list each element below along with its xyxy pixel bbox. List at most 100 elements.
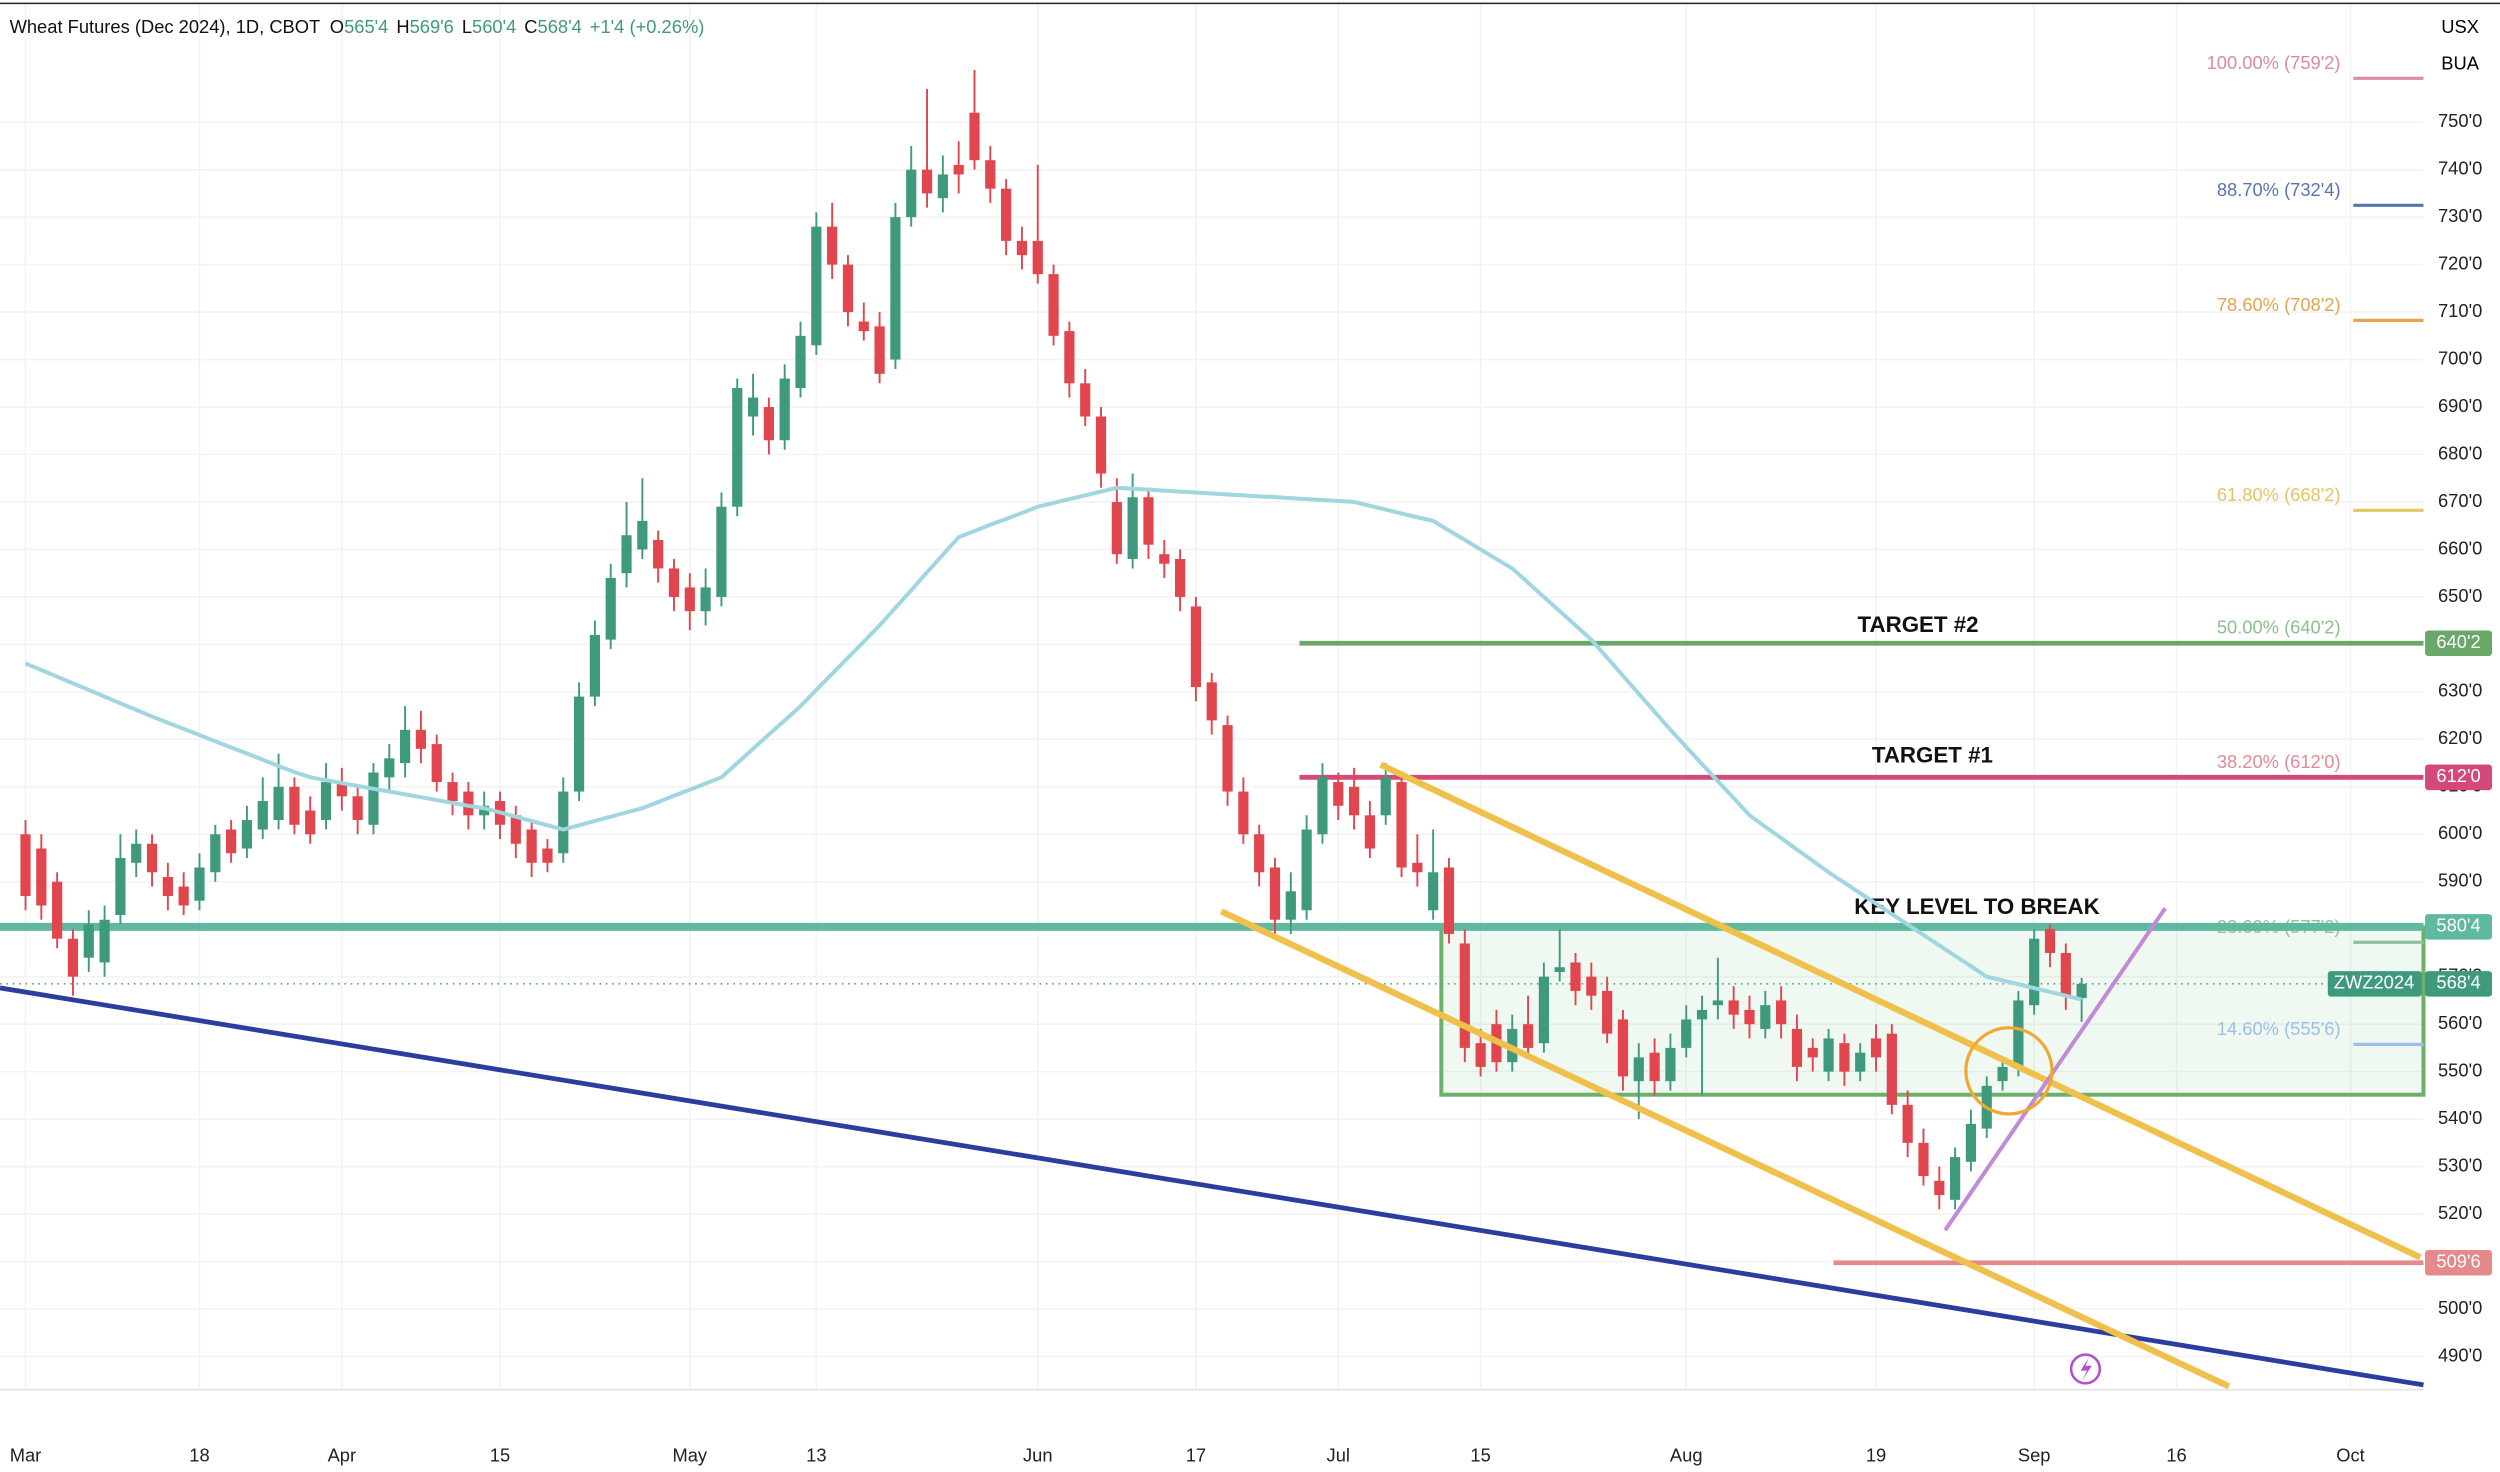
- legend-value: 560'4: [472, 16, 516, 37]
- candle-body: [241, 820, 253, 849]
- channel-upper: [1379, 761, 2422, 1261]
- candle-body: [2044, 929, 2056, 953]
- candles: [20, 69, 2087, 1210]
- y-tick-label: 740'0: [2438, 158, 2482, 179]
- y-tick-label: 620'0: [2438, 727, 2482, 748]
- level-badge: [2425, 630, 2493, 656]
- candle-body: [637, 520, 648, 550]
- x-tick-label: 19: [1866, 1445, 1886, 1466]
- candle-body: [336, 782, 347, 797]
- candle-body: [479, 805, 490, 816]
- header: Wheat Futures (Dec 2024), 1D, CBOT O565'4…: [10, 16, 705, 37]
- candle-body: [526, 829, 537, 863]
- candle-body: [1807, 1047, 1818, 1058]
- candle-body: [1617, 1019, 1629, 1077]
- candle-body: [1712, 1000, 1723, 1006]
- symbol-label: ZWZ2024: [2334, 972, 2414, 993]
- candle-body: [1175, 558, 1186, 597]
- candle-body: [842, 264, 854, 313]
- candle-body: [289, 786, 300, 825]
- candle-body: [1095, 416, 1107, 474]
- candle-body: [937, 174, 948, 199]
- candle-body: [146, 843, 158, 873]
- level-label: 612'0: [2436, 765, 2480, 786]
- y-tick-label: 600'0: [2438, 822, 2482, 843]
- candle-body: [273, 786, 284, 821]
- candle-body: [1776, 1000, 1787, 1025]
- candle-body: [1443, 867, 1455, 934]
- candle-body: [732, 388, 743, 507]
- candle-body: [1950, 1157, 1961, 1200]
- candle-body: [20, 834, 31, 896]
- candle-body: [352, 796, 363, 821]
- legend-key: C: [524, 16, 537, 37]
- candle-body: [1965, 1123, 1977, 1162]
- y-tick-label: 650'0: [2438, 585, 2482, 606]
- candle-body: [1649, 1052, 1660, 1082]
- candle-body: [415, 729, 427, 749]
- candle-body: [2013, 1000, 2024, 1067]
- candle-body: [890, 217, 901, 360]
- annotation: TARGET #1: [1872, 743, 1993, 768]
- x-tick-label: May: [672, 1445, 707, 1466]
- candle-body: [827, 226, 838, 265]
- candle-body: [1886, 1033, 1897, 1105]
- candle-body: [1143, 497, 1154, 545]
- last-label: 568'4: [2436, 972, 2480, 993]
- candle-body: [1001, 188, 1012, 241]
- trend-line: [0, 985, 2424, 1388]
- legend-key: O: [330, 16, 344, 37]
- candle-body: [858, 321, 869, 332]
- candle-body: [510, 815, 521, 844]
- candle-body: [1997, 1066, 2008, 1082]
- candle-body: [1380, 777, 1391, 816]
- y-tick-label: 490'0: [2438, 1344, 2482, 1365]
- x-tick-label: Aug: [1670, 1445, 1703, 1466]
- candle-body: [1285, 891, 1296, 920]
- candle-body: [99, 919, 110, 963]
- candle-body: [1918, 1142, 1929, 1177]
- candle-body: [83, 924, 94, 958]
- x-tick-label: Sep: [2018, 1445, 2051, 1466]
- level-label: 509'6: [2436, 1251, 2480, 1272]
- candle-body: [1317, 777, 1328, 835]
- candle-body: [1364, 815, 1375, 849]
- candle-body: [1396, 782, 1407, 868]
- candle-body: [1333, 782, 1344, 806]
- y-tick-label: 730'0: [2438, 205, 2482, 226]
- currency: USX: [2441, 16, 2479, 37]
- x-tick-label: 16: [2166, 1445, 2186, 1466]
- candle-body: [668, 568, 680, 597]
- y-tick-label: 710'0: [2438, 300, 2482, 321]
- candle-body: [2060, 952, 2071, 996]
- level-badge: [2425, 764, 2493, 791]
- legend-key: H: [396, 16, 409, 37]
- candle-body: [1269, 867, 1281, 920]
- candle-body: [1301, 829, 1312, 911]
- candle-body: [52, 881, 63, 939]
- candle-body: [605, 577, 616, 640]
- candle-body: [1538, 976, 1549, 1044]
- x-tick-label: Jul: [1327, 1445, 1350, 1466]
- candle-body: [573, 696, 585, 792]
- candle-body: [1570, 962, 1581, 991]
- y-tick-label: 560'0: [2438, 1012, 2482, 1033]
- fib-label: 61.80% (668'2): [2217, 484, 2341, 505]
- channel-lower: [1219, 908, 2231, 1390]
- x-tick-label: Mar: [10, 1445, 42, 1466]
- y-tick-label: 670'0: [2438, 490, 2482, 511]
- candle-body: [115, 858, 126, 915]
- unit: BUA: [2441, 53, 2479, 74]
- y-tick-label: 520'0: [2438, 1202, 2482, 1223]
- candle-body: [621, 535, 632, 574]
- candle-body: [1934, 1180, 1945, 1196]
- candle-body: [558, 791, 569, 854]
- range-box: [1439, 925, 2426, 1097]
- candle-body: [684, 587, 695, 612]
- candle-body: [969, 112, 980, 161]
- candle-body: [1586, 976, 1597, 996]
- title: Wheat Futures (Dec 2024), 1D, CBOT: [10, 16, 321, 37]
- y-tick-label: 550'0: [2438, 1059, 2482, 1080]
